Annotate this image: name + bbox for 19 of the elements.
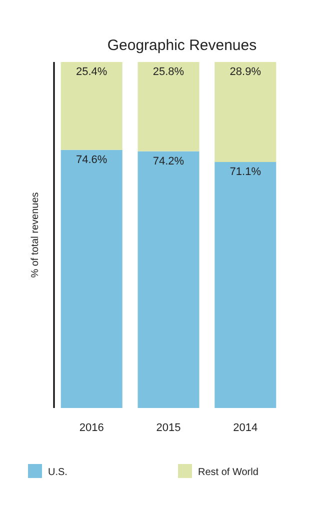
bar	[214, 62, 276, 162]
legend-label: Rest of World	[198, 467, 258, 478]
x-tick-label: 2016	[79, 422, 104, 434]
y-axis-title: % of total revenues	[30, 192, 41, 278]
data-label: 74.2%	[152, 155, 184, 168]
chart-title: Geographic Revenues	[107, 37, 257, 54]
x-tick-label: 2014	[233, 422, 258, 434]
bar	[138, 151, 200, 408]
x-tick-label: 2015	[156, 422, 181, 434]
bar	[60, 62, 122, 150]
data-label: 71.1%	[230, 166, 262, 178]
data-label: 25.8%	[152, 66, 184, 78]
data-label: 28.9%	[230, 66, 262, 78]
bar	[138, 62, 200, 152]
legend-label: U.S.	[48, 467, 68, 478]
bar	[214, 162, 276, 408]
bar	[60, 150, 122, 408]
data-label: 74.6%	[76, 154, 108, 166]
data-label: 25.4%	[76, 66, 108, 78]
